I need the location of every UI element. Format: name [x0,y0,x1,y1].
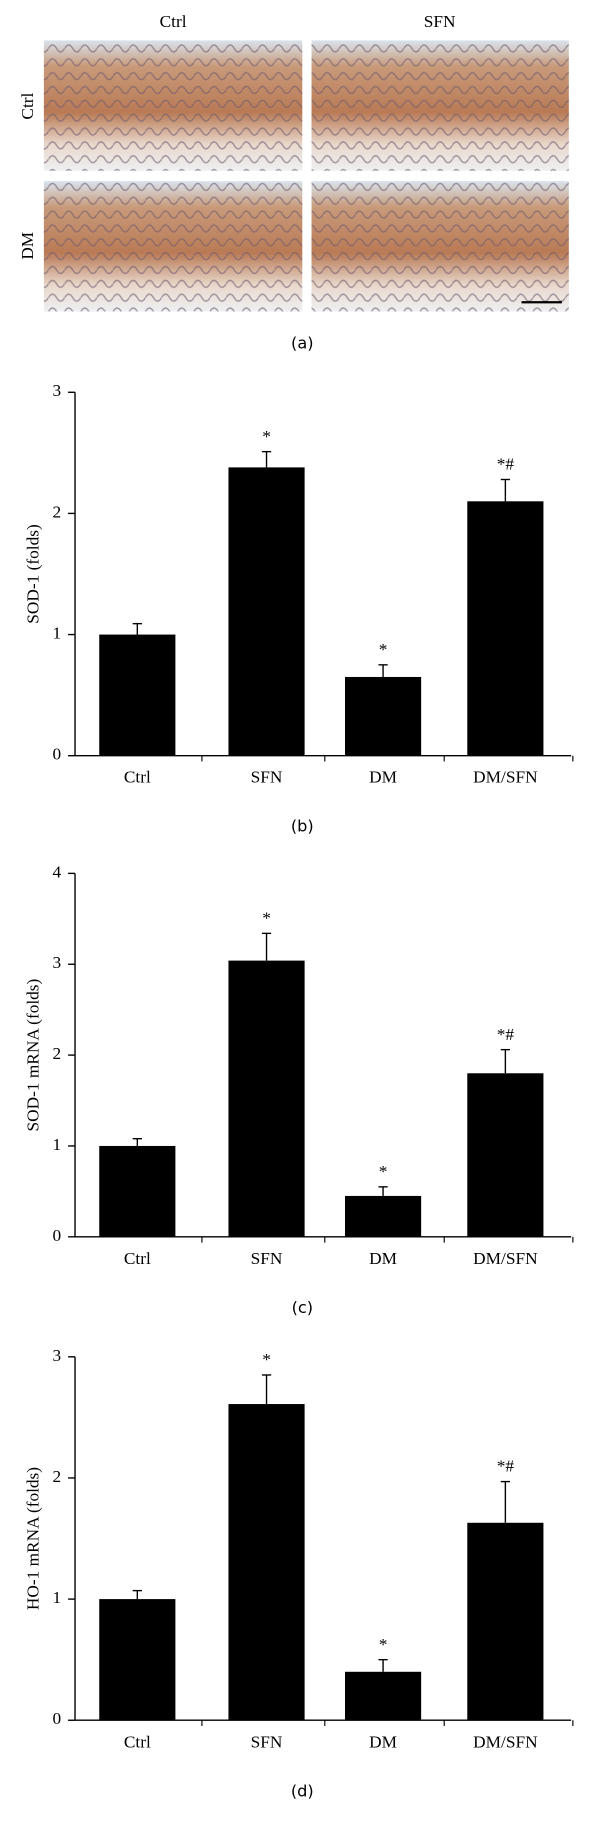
micrograph-texture [43,181,303,312]
bar [99,1599,176,1721]
bar [467,501,544,756]
y-axis-label: SOD-1 (folds) [24,524,43,623]
panel-caption: (d) [291,1781,314,1800]
y-tick-label: 3 [53,1346,62,1365]
x-tick-label: SFN [251,768,283,787]
bar [467,1073,544,1237]
bar [228,960,305,1237]
x-tick-label: DM/SFN [473,768,538,787]
bar [228,467,305,756]
x-tick-label: DM [369,1732,397,1751]
y-tick-label: 0 [53,1709,62,1728]
significance-label: * [379,640,388,659]
x-tick-label: Ctrl [124,768,151,787]
bar [99,1145,176,1237]
significance-label: *# [497,455,515,474]
bar [344,676,422,756]
bar [467,1522,544,1721]
micrographs [43,40,569,312]
y-axis-label: HO-1 mRNA (folds) [24,1467,43,1610]
significance-label: *# [497,1457,515,1476]
y-tick-label: 2 [53,1044,62,1063]
significance-label: * [379,1635,388,1654]
x-tick-label: SFN [251,1732,283,1751]
x-tick-label: DM/SFN [473,1732,538,1751]
panel-caption: (a) [291,333,314,352]
y-tick-label: 0 [53,745,62,764]
panel-caption: (b) [291,817,314,836]
micrograph-texture [311,40,569,171]
significance-label: * [262,908,271,927]
x-tick-label: DM/SFN [473,1249,538,1268]
significance-label: * [379,1162,388,1181]
bar [99,634,176,756]
y-tick-label: 2 [53,502,62,521]
panel-caption: (c) [292,1298,313,1317]
x-tick-label: Ctrl [124,1732,151,1751]
bar [344,1671,422,1721]
y-tick-label: 1 [53,1135,62,1154]
y-tick-label: 4 [53,862,62,881]
y-tick-label: 0 [53,1226,62,1245]
micrograph-texture [311,181,569,312]
y-tick-label: 1 [53,1588,62,1607]
x-tick-label: DM [369,768,397,787]
bar [228,1404,305,1721]
significance-label: * [262,427,271,446]
significance-label: *# [497,1025,515,1044]
significance-label: * [262,1350,271,1369]
x-tick-label: SFN [251,1249,283,1268]
y-tick-label: 3 [53,953,62,972]
micrograph-texture [43,40,303,171]
column-label: SFN [424,12,456,31]
y-axis-label: SOD-1 mRNA (folds) [24,979,43,1132]
y-tick-label: 2 [53,1467,62,1486]
column-label: Ctrl [160,12,187,31]
y-tick-label: 3 [53,381,62,400]
row-label: Ctrl [18,93,37,120]
row-label: DM [18,232,37,260]
bar [344,1195,422,1237]
y-tick-label: 1 [53,624,62,643]
x-tick-label: DM [369,1249,397,1268]
x-tick-label: Ctrl [124,1249,151,1268]
